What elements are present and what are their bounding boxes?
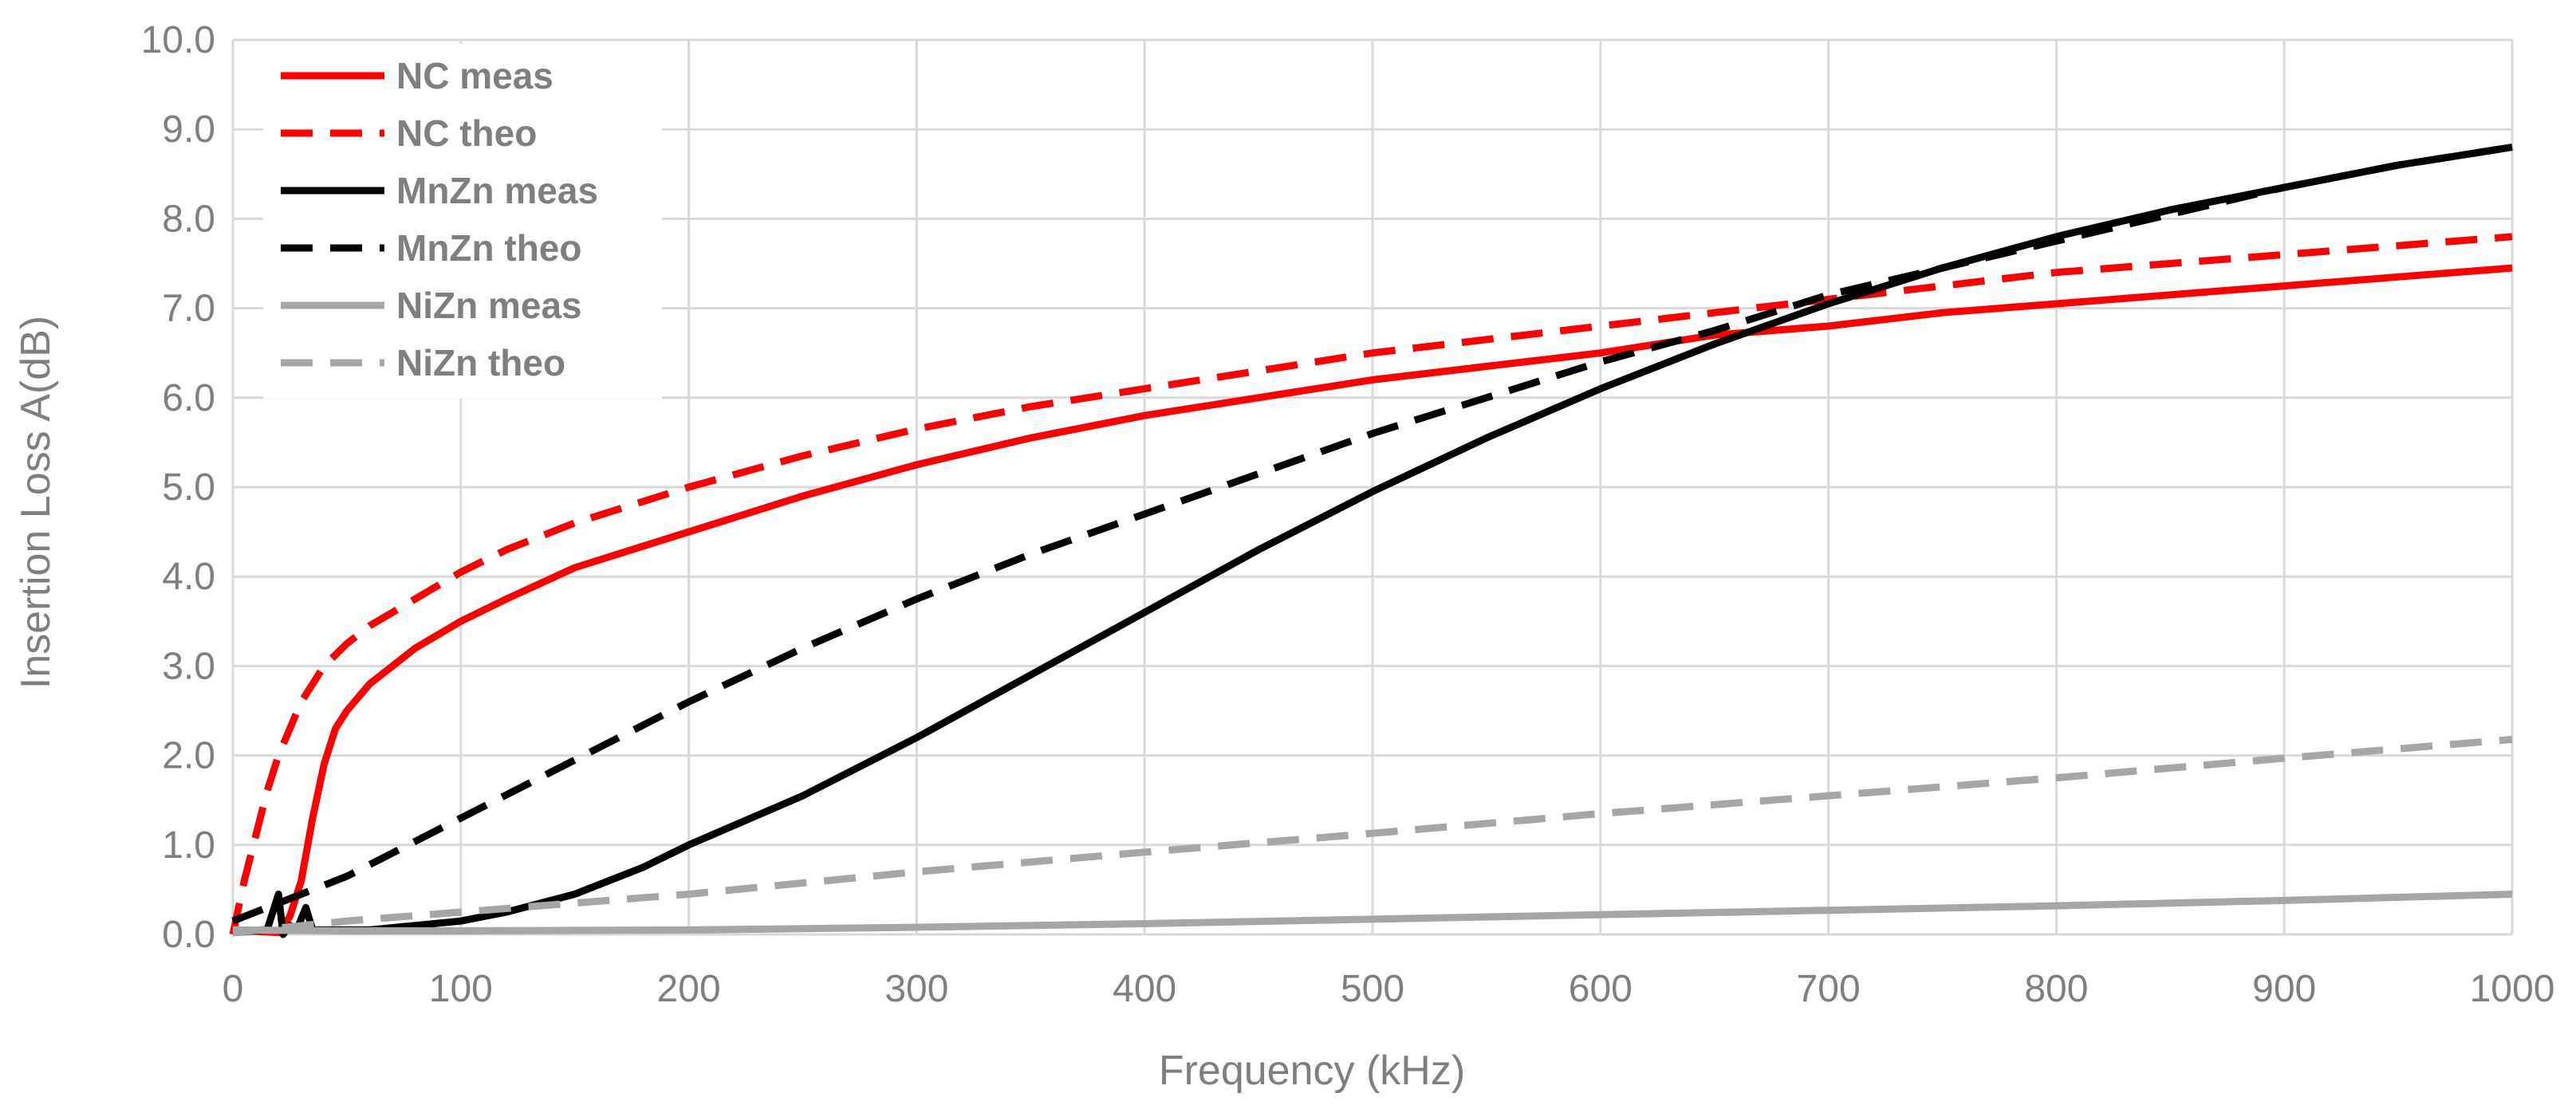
y-tick-label: 8.0 [162, 198, 215, 240]
series-line-nc-theo [229, 233, 2513, 935]
y-tick-label: 9.0 [162, 108, 215, 151]
series-line-nc-meas [232, 264, 2513, 937]
x-tick-label: 500 [1341, 968, 1404, 1010]
y-tick-label: 2.0 [162, 735, 215, 777]
legend-background [263, 44, 662, 399]
series-line-nizn-theo [232, 735, 2513, 937]
legend-label: MnZn meas [396, 170, 598, 211]
x-axis-title: Frequency (kHz) [1159, 1048, 1465, 1094]
x-tick-label: 200 [657, 968, 721, 1010]
legend-entry: NC theo [281, 112, 537, 154]
series-line-mnzn-theo [231, 144, 2513, 925]
legend-entry: NiZn theo [281, 342, 565, 383]
x-tick-label: 100 [429, 968, 493, 1010]
y-axis-title: Insertion Loss A(dB) [13, 316, 59, 689]
series-line-nizn-meas [232, 891, 2513, 934]
legend-label: NC meas [396, 55, 553, 96]
x-tick-label: 300 [884, 968, 948, 1010]
x-tick-label: 1000 [2470, 968, 2555, 1010]
y-tick-label: 6.0 [162, 377, 215, 419]
x-tick-label: 700 [1797, 968, 1861, 1010]
y-tick-label: 7.0 [162, 288, 215, 330]
y-tick-label: 10.0 [141, 19, 215, 61]
x-tick-label: 900 [2252, 968, 2316, 1010]
x-tick-label: 400 [1113, 968, 1176, 1010]
y-tick-label: 1.0 [162, 824, 215, 867]
legend: NC meas NC theo MnZn meas MnZn theo NiZn mea… [263, 44, 662, 399]
legend-entry: NC meas [281, 55, 553, 96]
legend-label: NiZn meas [396, 285, 582, 326]
y-tick-label: 4.0 [162, 556, 215, 598]
x-tick-label: 0 [223, 968, 244, 1010]
y-tick-label: 5.0 [162, 466, 215, 509]
x-tick-label: 600 [1569, 968, 1633, 1010]
legend-label: MnZn theo [396, 227, 582, 269]
legend-entry: NiZn meas [281, 285, 582, 326]
legend-entry: MnZn theo [281, 227, 582, 269]
legend-label: NC theo [396, 112, 537, 154]
y-tick-label: 3.0 [162, 645, 215, 687]
legend-entry: MnZn meas [281, 170, 598, 211]
series-lines [229, 144, 2513, 938]
tick-labels: 0.0 1.0 2.0 3.0 4.0 5.0 6.0 7.0 8.0 9.0 10.0 0 100 20… [141, 19, 2555, 1010]
y-tick-label: 0.0 [162, 914, 215, 956]
x-tick-label: 800 [2024, 968, 2088, 1010]
axes [231, 40, 2512, 936]
legend-label: NiZn theo [396, 342, 565, 383]
